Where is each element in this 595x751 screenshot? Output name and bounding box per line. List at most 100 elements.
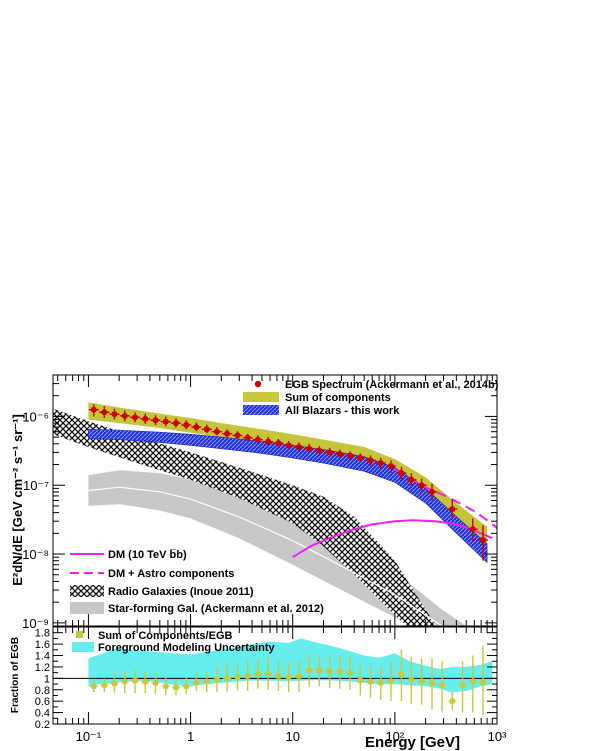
ratio-data-point (366, 665, 375, 698)
egb-data-point (130, 412, 141, 423)
ratio-data-point (120, 671, 129, 694)
egb-marker (336, 450, 343, 457)
ratio-data-point (438, 661, 447, 712)
ratio-marker (91, 683, 97, 689)
egb-marker (428, 488, 435, 495)
legend-swatch-sum-components (243, 392, 279, 402)
egb-marker (111, 411, 118, 418)
line-dm-astro-components (394, 468, 497, 529)
egb-data-point (416, 478, 427, 493)
ratio-marker (234, 674, 240, 680)
egb-marker (193, 424, 200, 431)
ratio-marker (101, 682, 107, 688)
egb-marker (172, 420, 179, 427)
band-sum-of-components (88, 402, 488, 549)
ratio-data-point (325, 656, 334, 689)
line-star-forming-median (88, 486, 444, 626)
x-tick-label: 1 (187, 729, 194, 744)
egb-marker (357, 454, 364, 461)
legend-label-all-blazars: All Blazars - this work (285, 405, 400, 417)
ratio-data-point (110, 674, 119, 693)
egb-data-point (181, 420, 192, 430)
egb-data-point (345, 451, 356, 461)
ratio-data-point (458, 661, 467, 713)
ratio-data-point (315, 655, 324, 687)
legend-label-egb-spectrum: EGB Spectrum (Ackermann et al., 2014b) (285, 379, 499, 391)
ratio-plot-frame (52, 626, 498, 725)
egb-marker (377, 460, 384, 467)
x-tick-label: 10⁻¹ (76, 729, 102, 744)
egb-marker (90, 406, 97, 413)
egb-data-point (314, 446, 325, 455)
main-legend-top-right: EGB Spectrum (Ackermann et al., 2014b) S… (243, 379, 499, 417)
egb-data-point (140, 413, 151, 424)
ratio-y-tick-label: 0.2 (35, 719, 50, 731)
egb-data-point (283, 440, 294, 449)
ratio-data-point (151, 672, 160, 694)
egb-marker (101, 409, 108, 416)
ratio-marker (224, 675, 230, 681)
egb-data-point (477, 525, 488, 561)
ratio-y-tick-label: 1.6 (35, 639, 50, 651)
egb-marker (388, 463, 395, 470)
ratio-data-point (346, 655, 355, 690)
ratio-y-tick-label: 1.8 (35, 628, 50, 640)
ratio-marker (388, 678, 394, 684)
egb-marker (162, 418, 169, 425)
x-tick-labels: 10⁻¹ 1 10 10² 10³ (76, 729, 507, 744)
ratio-data-point (356, 664, 365, 696)
egb-data-point (191, 422, 202, 432)
egb-data-point (324, 447, 335, 457)
ratio-marker (470, 678, 476, 684)
egb-data-point (201, 424, 212, 434)
ratio-data-point (417, 658, 426, 705)
legend-label-sum-components: Sum of components (285, 392, 391, 404)
ratio-data-point (212, 666, 221, 693)
egb-data-point (222, 429, 233, 438)
egb-marker (254, 436, 261, 443)
ratio-marker (419, 678, 425, 684)
egb-data-point (304, 443, 315, 453)
egb-marker (316, 447, 323, 454)
egb-marker (203, 426, 210, 433)
ratio-data-point (468, 655, 477, 713)
ratio-marker (132, 678, 138, 684)
egb-marker (398, 470, 405, 477)
ratio-data-point (243, 661, 252, 691)
egb-data-point (109, 408, 120, 420)
egb-data-point (263, 437, 274, 446)
ratio-y-tick-label: 1.4 (35, 651, 50, 663)
egb-marker (326, 449, 333, 456)
egb-marker (234, 432, 241, 439)
egb-marker (347, 452, 354, 459)
main-tick-layer (53, 374, 498, 627)
legend-label-dm-astro: DM + Astro components (108, 568, 234, 580)
ratio-marker (153, 680, 159, 686)
egb-data-point (88, 404, 99, 417)
ratio-data-point (397, 649, 406, 702)
egb-data-point (365, 455, 376, 467)
egb-data-point (160, 416, 171, 427)
ratio-marker (286, 674, 292, 680)
ratio-data-point (233, 663, 242, 691)
main-y-tick-labels: 10⁻⁶ 10⁻⁷ 10⁻⁸ 10⁻⁹ (22, 409, 49, 630)
ratio-marker (460, 682, 466, 688)
ratio-data-point (427, 658, 436, 710)
legend-label-sum-over-egb: Sum of Components/EGB (98, 630, 233, 642)
egb-data-point (406, 473, 417, 487)
egb-marker (152, 417, 159, 424)
egb-marker (265, 438, 272, 445)
ratio-marker (214, 676, 220, 682)
ratio-marker (408, 676, 414, 682)
ratio-marker (193, 680, 199, 686)
egb-data-point (252, 435, 263, 444)
legend-label-radio-galaxies: Radio Galaxies (Inoue 2011) (108, 586, 254, 598)
ratio-data-point (387, 662, 396, 702)
ratio-data-point (253, 658, 262, 689)
ratio-data-point (294, 661, 303, 693)
ratio-marker (245, 673, 251, 679)
ratio-marker (368, 679, 374, 685)
ratio-marker (480, 679, 486, 685)
ratio-marker (378, 680, 384, 686)
